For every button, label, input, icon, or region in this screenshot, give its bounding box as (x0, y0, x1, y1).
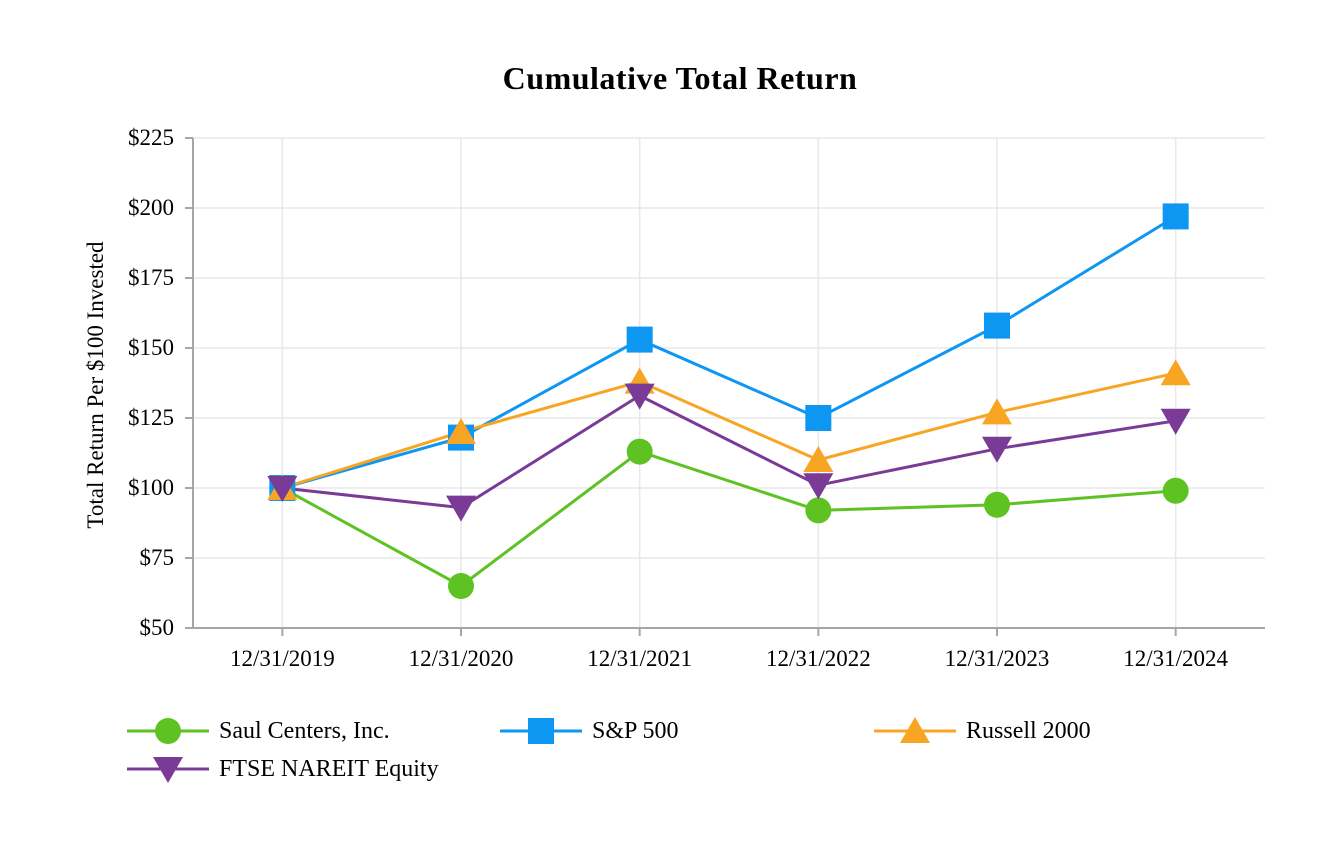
y-tick-label: $125 (128, 405, 174, 430)
x-tick-label: 12/31/2022 (765, 646, 871, 671)
legend-item-russell-2000: Russell 2000 (873, 714, 1091, 748)
legend-label: FTSE NAREIT Equity (219, 755, 439, 782)
legend-marker-square-icon (500, 718, 582, 744)
x-tick-label: 12/31/2023 (944, 646, 1050, 671)
legend-item-saul-centers: Saul Centers, Inc. (126, 714, 390, 748)
x-tick-label: 12/31/2020 (408, 646, 514, 671)
legend-item-ftse-nareit: FTSE NAREIT Equity (126, 752, 439, 786)
chart-title: Cumulative Total Return (502, 60, 858, 96)
x-tick-label: 12/31/2021 (587, 646, 693, 671)
legend-label: Russell 2000 (966, 717, 1091, 744)
x-tick-label: 12/31/2024 (1123, 646, 1229, 671)
legend-marker-circle-icon (127, 718, 209, 744)
y-tick-label: $225 (128, 125, 174, 150)
y-tick-label: $175 (128, 265, 174, 290)
y-tick-label: $100 (128, 475, 174, 500)
legend-label: S&P 500 (592, 717, 679, 744)
legend-marker-triangle-down-icon (127, 757, 209, 783)
y-tick-label: $200 (128, 195, 174, 220)
x-tick-label: 12/31/2019 (229, 646, 335, 671)
legend-item-sp500: S&P 500 (499, 714, 678, 748)
y-tick-label: $150 (128, 335, 174, 360)
legend-marker-triangle-up-icon (874, 717, 956, 743)
y-tick-label: $75 (139, 545, 175, 570)
legend-label: Saul Centers, Inc. (219, 717, 390, 744)
y-tick-label: $50 (139, 615, 175, 640)
